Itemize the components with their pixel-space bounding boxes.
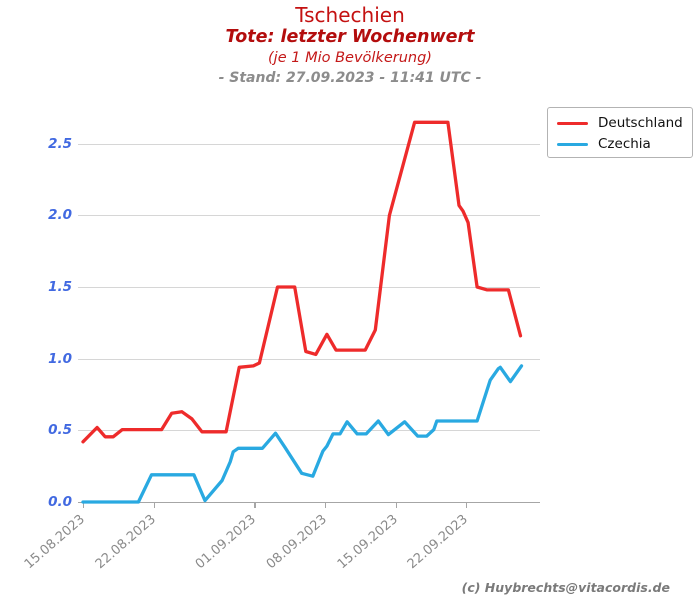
y-gridline — [78, 358, 540, 360]
y-gridline — [78, 215, 540, 217]
x-axis-tick-mark — [395, 503, 397, 508]
y-axis-tick-label: 1.5 — [48, 279, 72, 295]
copyright-credit: (c) Huybrechts@vitacordis.de — [461, 580, 670, 595]
y-axis-tick-label: 2.0 — [48, 207, 72, 224]
y-axis-tick-label: 0.0 — [48, 494, 72, 510]
legend-label: Czechia — [598, 136, 651, 152]
y-gridline — [78, 430, 540, 432]
chart-subtitle: Tote: letzter Wochenwert — [225, 27, 475, 47]
y-gridline — [78, 287, 540, 288]
legend-line-swatch — [557, 121, 588, 126]
x-axis-tick-mark — [254, 503, 256, 508]
y-axis-tick-label: 1.0 — [48, 350, 72, 367]
x-axis-tick-mark — [153, 503, 155, 508]
chart-subtitle-population: (je 1 Mio Bevölkerung) — [268, 50, 432, 66]
series-line-deutschland — [81, 120, 523, 444]
x-axis-tick-mark — [466, 503, 468, 508]
chart-stand-timestamp: - Stand: 27.09.2023 - 11:41 UTC - — [218, 70, 482, 86]
legend-item-deutschland: Deutschland — [548, 113, 692, 134]
legend-label: Deutschland — [598, 115, 683, 131]
x-axis-line — [78, 502, 540, 504]
series-line-czechia — [81, 364, 524, 504]
legend-item-czechia: Czechia — [548, 134, 692, 155]
x-axis-tick-mark — [83, 503, 85, 508]
y-gridline — [78, 143, 540, 145]
y-axis-tick-label: 0.5 — [48, 422, 72, 439]
y-axis-tick-label: 2.5 — [48, 135, 72, 152]
legend-line-swatch — [557, 142, 588, 147]
chart-title: Tschechien — [295, 3, 405, 27]
legend: Deutschland Czechia — [547, 107, 693, 158]
x-axis-tick-mark — [324, 503, 327, 508]
